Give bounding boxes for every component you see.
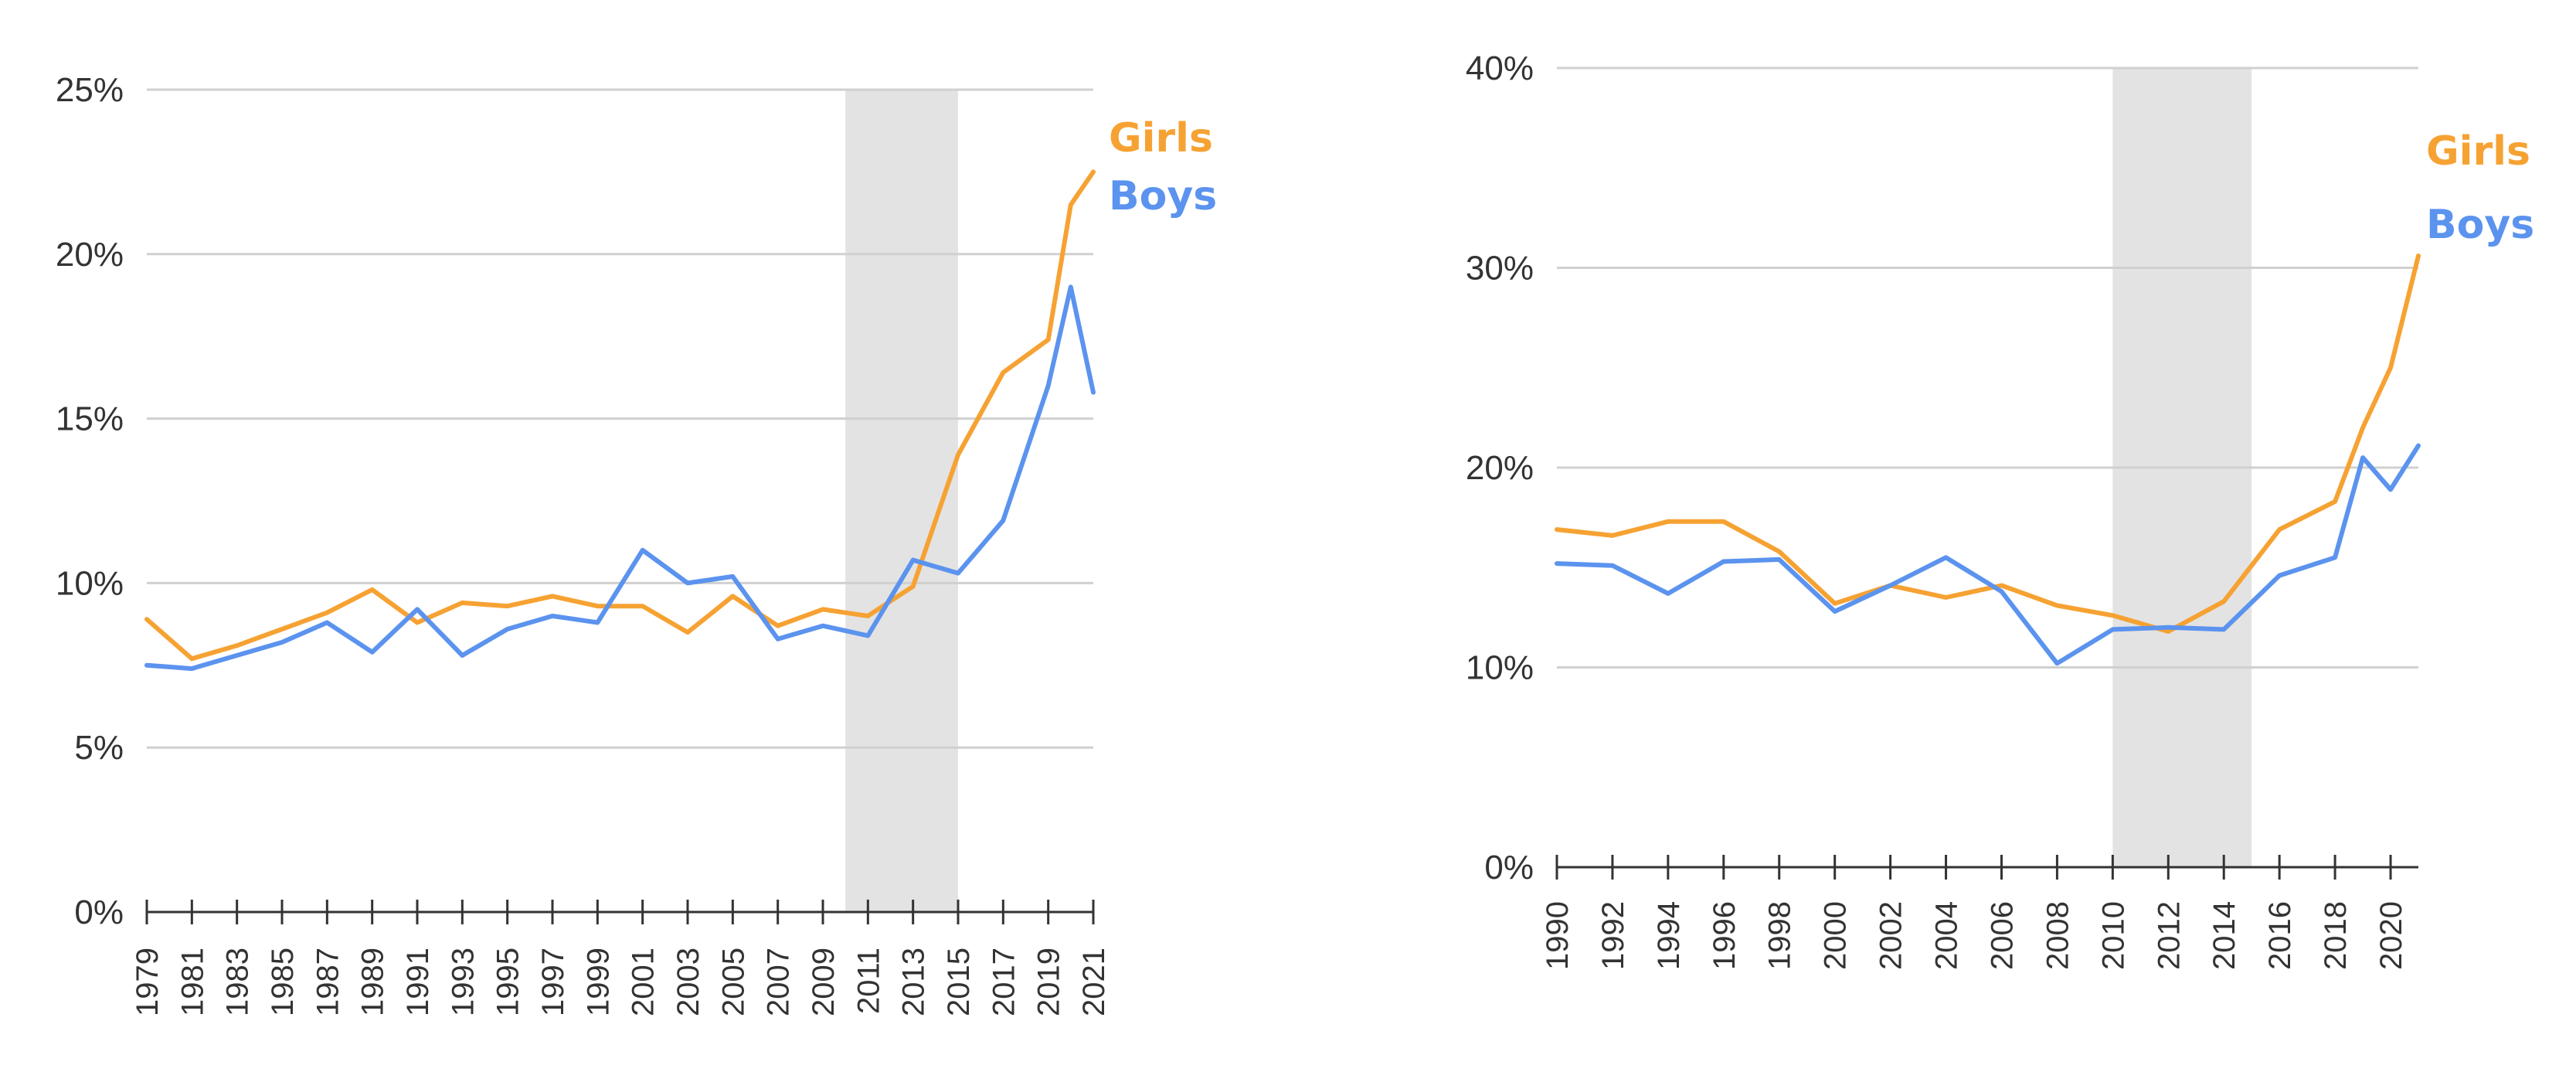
x-tick-label: 2020 — [2374, 901, 2408, 970]
series-label-girls: Girls — [2426, 128, 2530, 175]
x-tick-label: 1979 — [131, 948, 165, 1016]
x-tick-label: 1991 — [401, 948, 435, 1016]
x-tick-label: 1997 — [536, 948, 570, 1016]
y-tick-label: 5% — [74, 729, 124, 767]
y-tick-label: 15% — [56, 400, 124, 438]
y-tick-label: 10% — [56, 564, 124, 602]
series-line-boys — [1555, 443, 2421, 666]
x-tick-label: 1981 — [175, 948, 209, 1016]
x-tick-label: 1993 — [446, 948, 480, 1016]
x-tick-label: 2017 — [987, 948, 1021, 1016]
x-tick-label: 1998 — [1763, 901, 1797, 970]
series-label-girls: Girls — [1109, 115, 1213, 162]
series-label-boys: Boys — [1109, 173, 1217, 220]
x-tick-label: 2011 — [851, 948, 885, 1014]
x-tick-label: 2006 — [1985, 901, 2019, 970]
x-tick-label: 2007 — [762, 948, 796, 1016]
x-tick-label: 2013 — [897, 948, 931, 1016]
y-tick-label: 20% — [1466, 449, 1534, 487]
y-tick-label: 40% — [1466, 49, 1534, 87]
x-tick-label: 2021 — [1077, 948, 1111, 1016]
x-tick-label: 1995 — [491, 948, 525, 1016]
x-tick-label: 2010 — [2096, 901, 2130, 970]
series-line-boys — [144, 284, 1096, 672]
x-tick-label: 2000 — [1819, 901, 1853, 970]
chart-1: 0% 5% 10% 15% 20% 25% 1979 1981 1983 1985 1987 1989… — [56, 71, 1217, 1016]
x-tick-label: 1992 — [1596, 901, 1630, 970]
series-line-girls — [144, 169, 1096, 662]
x-tick-label: 2002 — [1874, 901, 1908, 970]
chart-2: 0% 10% 20% 30% 40% 1990 1992 1994 1996 1998 2000 20… — [1466, 49, 2534, 970]
series-line-girls — [1555, 254, 2421, 634]
y-tick-label: 20% — [56, 236, 124, 274]
x-tick-label: 1990 — [1541, 901, 1575, 970]
x-tick-label: 2014 — [2207, 901, 2241, 970]
x-tick-label: 1996 — [1708, 901, 1742, 970]
x-tick-label: 2009 — [807, 948, 841, 1016]
x-tick-label: 2016 — [2263, 901, 2297, 970]
x-tick-label: 1987 — [311, 948, 345, 1016]
x-tick-label: 2012 — [2152, 901, 2186, 970]
x-tick-label: 2008 — [2041, 901, 2075, 970]
y-tick-label: 30% — [1466, 250, 1534, 288]
x-tick-label: 2003 — [671, 948, 705, 1016]
y-tick-label: 25% — [56, 71, 124, 109]
x-tick-label: 1994 — [1652, 901, 1686, 970]
x-tick-label: 1985 — [266, 948, 300, 1016]
series-label-boys: Boys — [2426, 202, 2534, 248]
y-tick-label: 0% — [1484, 849, 1534, 887]
x-tick-label: 2001 — [627, 948, 661, 1016]
x-tick-label: 2019 — [1032, 948, 1066, 1016]
x-tick-label: 1999 — [581, 948, 615, 1016]
x-tick-label: 1983 — [221, 948, 255, 1016]
x-tick-label: 1989 — [356, 948, 390, 1016]
x-tick-label: 2004 — [1930, 901, 1964, 970]
y-tick-label: 0% — [74, 893, 124, 931]
y-tick-label: 10% — [1466, 649, 1534, 687]
x-tick-label: 2015 — [942, 948, 976, 1016]
x-tick-label: 2018 — [2319, 901, 2353, 970]
shaded-period — [845, 90, 958, 912]
x-tick-label: 2005 — [716, 948, 750, 1016]
